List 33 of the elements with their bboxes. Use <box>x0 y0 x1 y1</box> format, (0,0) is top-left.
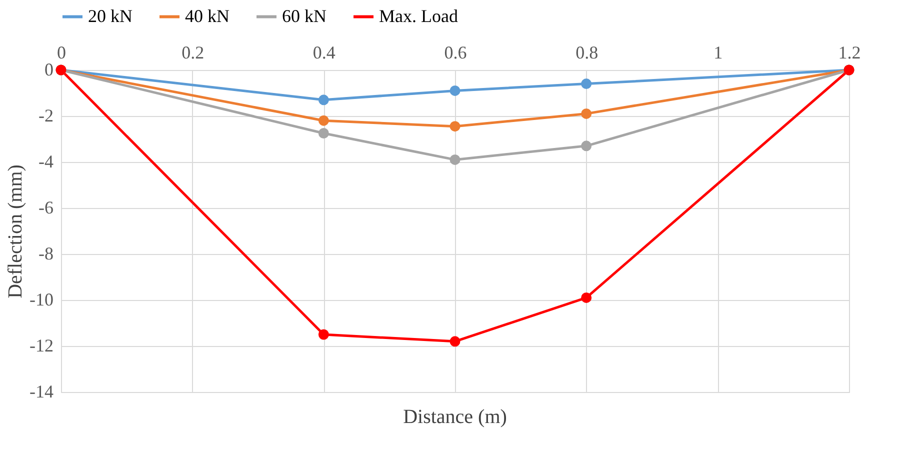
y-tick-label: 0 <box>44 60 54 80</box>
point <box>318 94 329 106</box>
point <box>581 140 592 152</box>
legend-label: Max. Load <box>379 6 458 26</box>
y-axis-title: Deflection (mm) <box>4 164 27 298</box>
point <box>318 128 329 138</box>
legend-label: 40 kN <box>185 6 230 26</box>
x-tick-label: 0.6 <box>444 42 467 62</box>
point <box>318 115 329 126</box>
point <box>581 78 592 90</box>
point <box>450 154 460 165</box>
x-tick-label: 0.4 <box>312 42 336 62</box>
point <box>450 336 460 347</box>
point <box>450 85 460 96</box>
y-tick-label: -8 <box>38 244 54 264</box>
legend-label: 20 kN <box>88 6 132 26</box>
x-tick-label: 0.2 <box>182 42 204 62</box>
x-tick-label: 0.8 <box>576 42 598 62</box>
y-tick-label: -6 <box>38 198 54 218</box>
point <box>318 329 329 340</box>
x-tick-label: 0 <box>57 42 66 62</box>
legend-label: 60 kN <box>282 6 326 26</box>
x-tick-label: 1.2 <box>838 42 861 62</box>
point <box>450 121 460 132</box>
x-axis-title: Distance (m) <box>403 406 507 428</box>
y-tick-label: -12 <box>30 336 54 356</box>
point <box>581 292 592 303</box>
point <box>581 108 592 119</box>
y-tick-label: -4 <box>38 152 54 172</box>
y-tick-label: -10 <box>30 290 54 310</box>
y-tick-label: -2 <box>38 106 54 126</box>
y-tick-label: -14 <box>30 382 54 402</box>
x-tick-label: 1 <box>714 42 723 62</box>
